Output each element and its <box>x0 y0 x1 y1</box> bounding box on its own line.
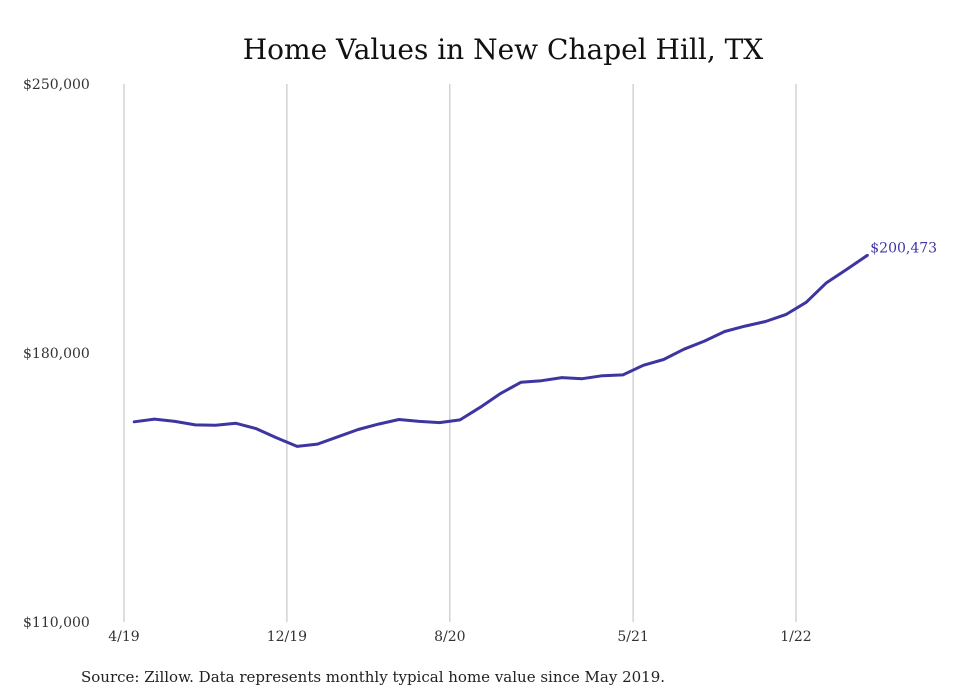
series-layer: $200,473 <box>132 240 937 448</box>
data-point <box>479 406 482 409</box>
grid-lines <box>123 84 797 622</box>
y-tick-label: $180,000 <box>23 346 90 362</box>
data-point <box>662 358 665 361</box>
data-point <box>295 445 299 448</box>
data-point <box>214 424 217 427</box>
x-tick-label: 4/19 <box>108 629 139 645</box>
x-tick-label: 1/22 <box>780 629 811 645</box>
data-point <box>275 436 278 440</box>
data-point <box>764 320 767 323</box>
end-value-label: $200,473 <box>870 240 937 256</box>
data-point <box>194 423 197 427</box>
data-point <box>255 427 258 430</box>
x-tick-label: 8/20 <box>434 629 465 645</box>
data-point <box>418 420 421 423</box>
data-point <box>133 420 136 423</box>
data-point <box>336 435 339 438</box>
source-note: Source: Zillow. Data represents monthly … <box>81 668 665 686</box>
data-point <box>845 268 849 271</box>
x-axis-ticks: 4/19 12/19 8/20 5/21 1/22 <box>108 629 811 645</box>
data-point <box>601 374 604 377</box>
data-point <box>621 373 625 377</box>
y-tick-label: $110,000 <box>23 615 90 631</box>
x-tick-label: 12/19 <box>267 629 307 645</box>
y-axis-ticks: $110,000 $180,000 $250,000 <box>23 77 90 631</box>
data-point <box>743 324 747 328</box>
data-point <box>540 379 543 382</box>
data-point <box>805 301 808 304</box>
data-point <box>458 418 462 422</box>
data-point <box>723 330 726 333</box>
data-point <box>397 418 401 421</box>
chart-title: Home Values in New Chapel Hill, TX <box>243 33 764 66</box>
data-point <box>153 417 156 421</box>
data-point <box>357 428 360 431</box>
data-point <box>703 339 706 343</box>
x-tick-label: 5/21 <box>617 629 648 645</box>
data-point <box>825 281 828 284</box>
data-point <box>234 422 238 425</box>
data-point <box>581 377 584 380</box>
data-point <box>682 348 686 351</box>
data-point <box>866 254 869 257</box>
data-point <box>642 364 645 367</box>
data-point <box>173 420 177 423</box>
data-point <box>377 422 380 426</box>
data-point <box>519 381 523 384</box>
data-point <box>316 442 319 446</box>
data-point <box>784 313 787 316</box>
data-point <box>499 392 502 395</box>
data-point <box>438 421 441 424</box>
y-tick-label: $250,000 <box>23 77 90 93</box>
data-point <box>560 376 563 379</box>
series-line <box>132 253 869 448</box>
